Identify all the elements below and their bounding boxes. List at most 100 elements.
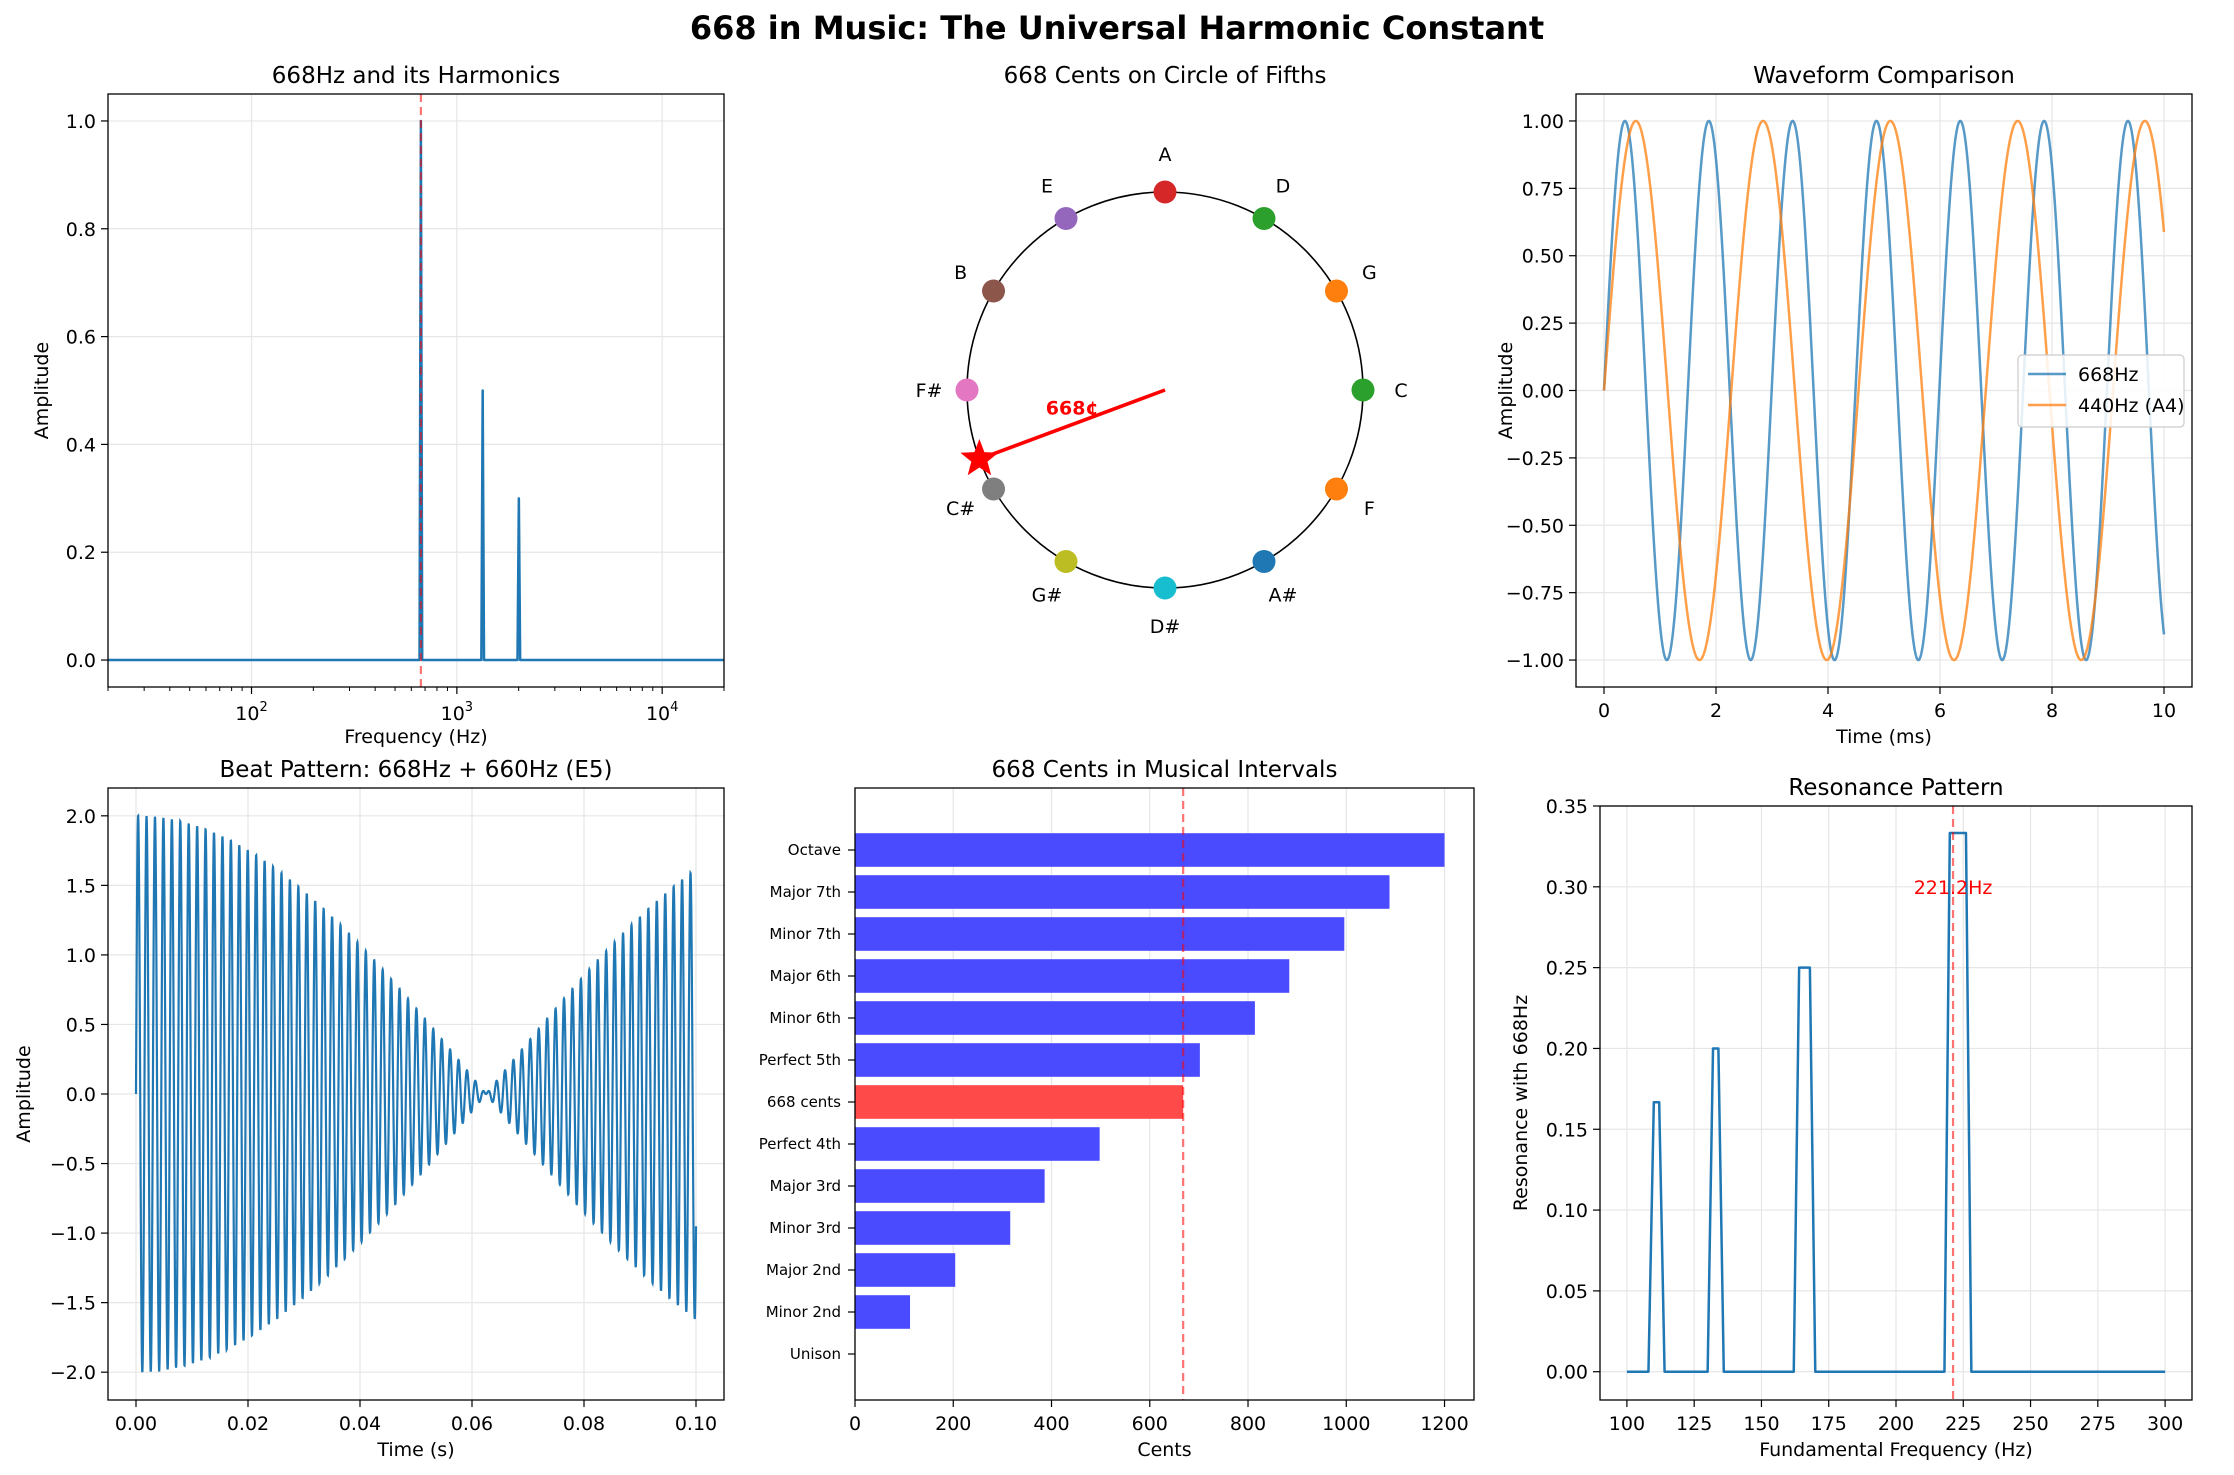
- beat-ylabel: Amplitude: [13, 1045, 35, 1142]
- note-dot-F#: [955, 378, 979, 402]
- waveform-ytick-label: −0.75: [1506, 583, 1564, 605]
- waveform-legend-label: 668Hz: [2078, 364, 2139, 386]
- note-label-G: G: [1362, 262, 1377, 284]
- waveform-xtick-label: 10: [2152, 700, 2176, 722]
- note-label-G#: G#: [1032, 584, 1063, 606]
- note-dot-D#: [1153, 576, 1177, 600]
- note-label-B: B: [954, 262, 967, 284]
- waveform-series-2: [1602, 119, 2166, 662]
- waveform-ytick-label: 0.50: [1522, 246, 1564, 268]
- intervals-chart: Unison Minor 2nd Major 2nd Minor 3rd Major 3…: [759, 757, 1475, 1461]
- resonance-xtick-label: 175: [1811, 1413, 1847, 1435]
- harmonics-title: 668Hz and its Harmonics: [272, 63, 560, 89]
- harmonics-ytick-label: 0.4: [66, 434, 96, 456]
- circle-title: 668 Cents on Circle of Fifths: [1004, 63, 1327, 89]
- resonance-xtick-label: 225: [1945, 1413, 1981, 1435]
- waveform-ytick-label: 0.75: [1522, 178, 1564, 200]
- intervals-title: 668 Cents in Musical Intervals: [992, 757, 1338, 783]
- waveform-xtick-label: 2: [1710, 700, 1722, 722]
- interval-bar-major-6th: [855, 959, 1290, 993]
- harmonics-chart: 102 103 104 0.0 0.2 0.4 0.6 0.8 1.0 668Hz and its…: [31, 63, 725, 748]
- beat-ytick-label: 0.0: [66, 1084, 96, 1106]
- beat-ytick-label: 1.0: [66, 945, 96, 967]
- interval-bar-octave: [855, 833, 1445, 867]
- waveform-ytick-label: 0.25: [1522, 313, 1564, 335]
- beat-signal-line: [134, 813, 698, 1373]
- interval-bar-perfect-4th: [855, 1127, 1100, 1161]
- waveform-xtick-label: 8: [2046, 700, 2058, 722]
- waveform-ytick-label: −1.00: [1506, 650, 1564, 672]
- note-dot-F: [1324, 477, 1348, 501]
- interval-label: Major 2nd: [766, 1261, 841, 1279]
- resonance-ytick-label: 0.20: [1546, 1038, 1588, 1060]
- note-label-A: A: [1159, 144, 1172, 166]
- beat-ytick-label: −0.5: [50, 1154, 96, 1176]
- beat-xlabel: Time (s): [376, 1439, 454, 1461]
- intervals-xtick-label: 0: [849, 1413, 861, 1435]
- harmonics-xtick-label: 104: [646, 700, 678, 725]
- resonance-xlabel: Fundamental Frequency (Hz): [1759, 1439, 2033, 1461]
- beat-chart: 0.00 0.02 0.04 0.06 0.08 0.10 −2.0 −1.5 −1.0 −0.5…: [13, 757, 725, 1461]
- harmonics-xtick-label: 102: [235, 700, 267, 725]
- note-dot-B: [982, 279, 1006, 303]
- interval-label: Major 3rd: [770, 1177, 841, 1195]
- harmonics-axes-frame: [107, 93, 725, 688]
- note-label-E: E: [1041, 176, 1053, 198]
- resonance-xtick-label: 300: [2147, 1413, 2183, 1435]
- circle-668-pointer: [978, 388, 1166, 461]
- waveform-ytick-label: 0.00: [1522, 381, 1564, 403]
- note-label-C: C: [1394, 380, 1407, 402]
- interval-bar-minor-2nd: [855, 1295, 911, 1329]
- harmonics-ytick-label: 0.2: [66, 542, 96, 564]
- waveform-legend: 668Hz 440Hz (A4): [2017, 354, 2185, 428]
- note-label-D#: D#: [1150, 616, 1181, 638]
- note-dot-A: [1153, 180, 1177, 204]
- waveform-series-1: [1602, 119, 2166, 662]
- beat-ytick-label: −1.5: [50, 1293, 96, 1315]
- resonance-xtick-label: 275: [2080, 1413, 2116, 1435]
- resonance-ytick-label: 0.10: [1546, 1200, 1588, 1222]
- resonance-chart: 221.2Hz 100 125 150 175 200 225 250 275 300 0.00 0.…: [1510, 775, 2193, 1461]
- intervals-xtick-label: 1000: [1322, 1413, 1370, 1435]
- harmonics-spectrum-line: [108, 119, 724, 662]
- resonance-ytick-label: 0.05: [1546, 1281, 1588, 1303]
- interval-label: Octave: [788, 841, 841, 859]
- harmonics-ylabel: Amplitude: [31, 342, 53, 439]
- interval-label: 668 cents: [767, 1093, 841, 1111]
- waveform-xlabel: Time (ms): [1835, 726, 1932, 748]
- note-label-F: F: [1364, 498, 1375, 520]
- resonance-ylabel: Resonance with 668Hz: [1510, 995, 1532, 1211]
- waveform-xtick-label: 6: [1934, 700, 1946, 722]
- interval-label: Unison: [790, 1345, 841, 1363]
- beat-ytick-label: 0.5: [66, 1014, 96, 1036]
- interval-label: Minor 7th: [769, 925, 841, 943]
- suptitle: 668 in Music: The Universal Harmonic Con…: [690, 9, 1544, 47]
- resonance-ytick-label: 0.15: [1546, 1119, 1588, 1141]
- waveform-ylabel: Amplitude: [1495, 342, 1517, 439]
- intervals-xtick-label: 600: [1132, 1413, 1168, 1435]
- note-dot-G#: [1054, 549, 1078, 573]
- intervals-xtick-label: 800: [1230, 1413, 1266, 1435]
- intervals-xtick-label: 400: [1033, 1413, 1069, 1435]
- waveform-ytick-label: −0.50: [1506, 515, 1564, 537]
- resonance-xtick-label: 100: [1609, 1413, 1645, 1435]
- note-dot-G: [1324, 279, 1348, 303]
- beat-ytick-label: −2.0: [50, 1362, 96, 1384]
- resonance-ytick-label: 0.25: [1546, 958, 1588, 980]
- beat-title: Beat Pattern: 668Hz + 660Hz (E5): [219, 757, 612, 783]
- interval-bar-minor-7th: [855, 917, 1345, 951]
- resonance-xtick-label: 125: [1676, 1413, 1712, 1435]
- interval-label: Perfect 5th: [759, 1051, 841, 1069]
- intervals-xlabel: Cents: [1137, 1439, 1191, 1461]
- interval-bar-minor-3rd: [855, 1211, 1011, 1245]
- waveform-xtick-label: 0: [1598, 700, 1610, 722]
- beat-xtick-label: 0.02: [227, 1413, 269, 1435]
- circle-668-star: [960, 439, 999, 476]
- waveform-ytick-label: −0.25: [1506, 448, 1564, 470]
- resonance-xtick-label: 150: [1743, 1413, 1779, 1435]
- note-dot-D: [1252, 207, 1276, 231]
- resonance-ytick-label: 0.00: [1546, 1362, 1588, 1384]
- interval-label: Perfect 4th: [759, 1135, 841, 1153]
- beat-xtick-label: 0.06: [451, 1413, 493, 1435]
